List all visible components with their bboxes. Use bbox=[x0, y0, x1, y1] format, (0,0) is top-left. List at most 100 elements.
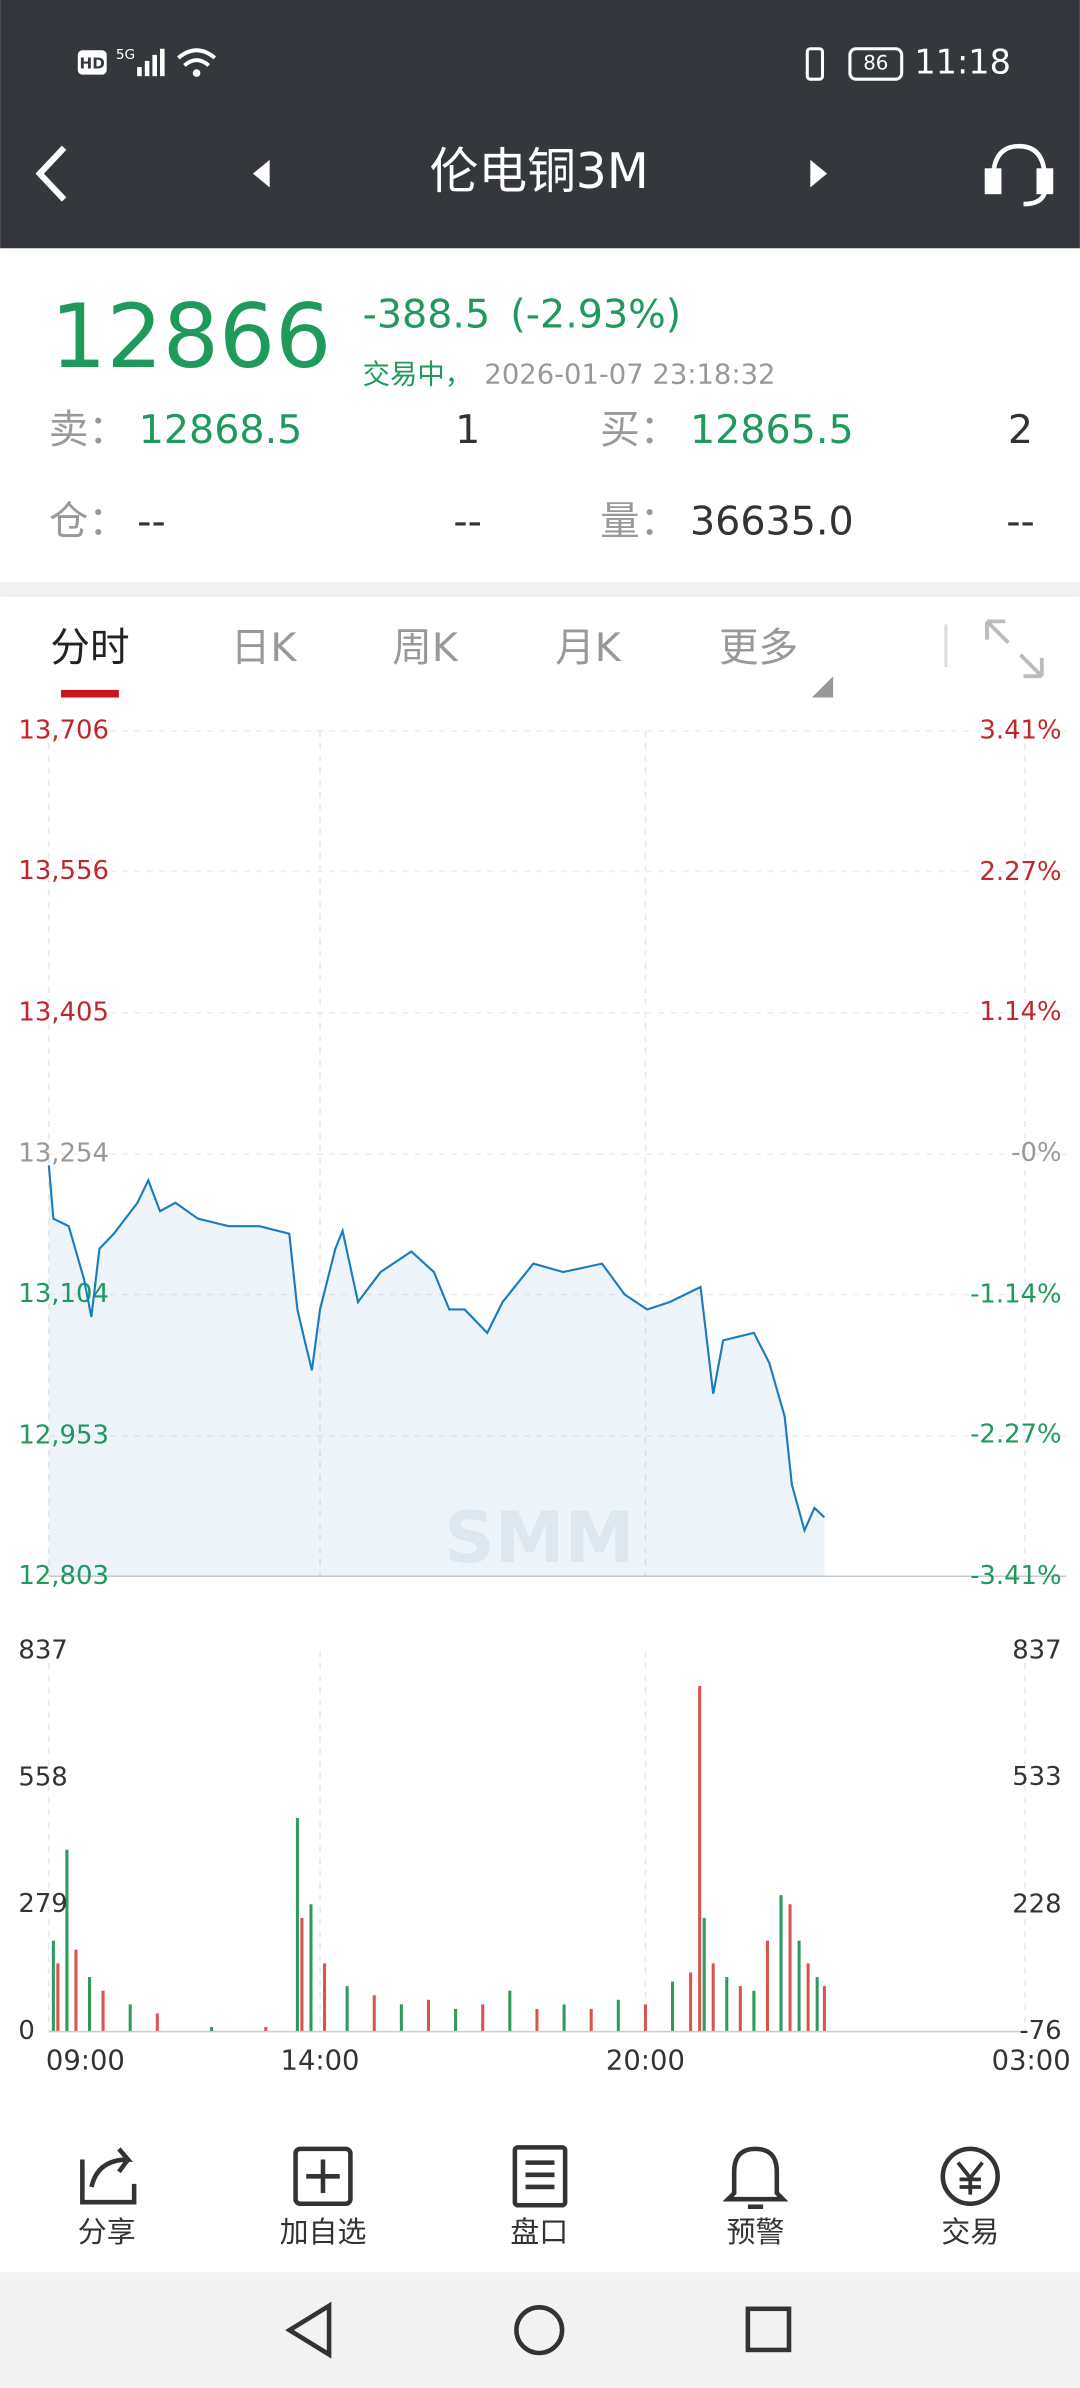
tab[interactable]: 日K bbox=[231, 625, 298, 671]
volume-y2-tick-label: -76 bbox=[1019, 2016, 1061, 2046]
volume-bar bbox=[210, 2027, 214, 2032]
volume-bar bbox=[806, 1963, 810, 2032]
tab[interactable]: 更多 bbox=[719, 625, 798, 671]
volume-bar bbox=[671, 1981, 675, 2032]
volume-bar bbox=[779, 1895, 783, 2032]
volume-bar bbox=[822, 1986, 826, 2032]
x-tick-label: 03:00 bbox=[992, 2046, 1071, 2077]
volume-bar bbox=[689, 1972, 693, 2032]
volume-y2-tick-label: 228 bbox=[1012, 1889, 1061, 1919]
back-button[interactable] bbox=[35, 145, 67, 202]
price-line bbox=[47, 1165, 826, 1534]
next-button[interactable] bbox=[810, 159, 828, 188]
network-label: 5G bbox=[116, 47, 135, 63]
volume-bar bbox=[74, 1949, 78, 2032]
hd-box bbox=[77, 50, 107, 75]
last-price: 12866 bbox=[50, 285, 331, 388]
volume-bar bbox=[87, 1977, 92, 2032]
volume-bar bbox=[101, 1990, 105, 2032]
volume-bar bbox=[643, 2004, 647, 2032]
volume-bar bbox=[300, 1917, 304, 2032]
volume-bar bbox=[481, 2004, 485, 2032]
position-change: -- bbox=[453, 498, 482, 544]
x-tick-label: 20:00 bbox=[606, 2046, 685, 2077]
tab[interactable]: 分时 bbox=[50, 625, 129, 671]
toolbar-label[interactable]: 分享 bbox=[78, 2215, 136, 2249]
volume-bar bbox=[128, 2004, 132, 2032]
volume-bar bbox=[725, 1977, 729, 2032]
y2-tick-label: -0% bbox=[1011, 1138, 1061, 1168]
tab[interactable]: 月K bbox=[555, 625, 622, 671]
share-icon[interactable] bbox=[80, 2147, 137, 2205]
y2-tick-label: -1.14% bbox=[970, 1279, 1062, 1309]
alert-icon[interactable] bbox=[722, 2146, 789, 2210]
x-tick-label: 09:00 bbox=[46, 2046, 125, 2077]
position: -- bbox=[137, 498, 166, 544]
volume-bar bbox=[454, 2008, 458, 2032]
sell-qty: 1 bbox=[455, 407, 480, 453]
y2-tick-label: 2.27% bbox=[979, 857, 1061, 887]
volume-bar bbox=[345, 1986, 349, 2032]
volume: 36635.0 bbox=[690, 498, 854, 544]
nav-home[interactable] bbox=[514, 2304, 565, 2356]
volume-tick-label: 837 bbox=[18, 1635, 67, 1665]
add-icon[interactable] bbox=[293, 2146, 353, 2207]
volume-bar bbox=[535, 2008, 539, 2032]
change-pct: (-2.93%) bbox=[510, 291, 681, 337]
tab[interactable]: 周K bbox=[392, 625, 459, 671]
volume-bar bbox=[295, 1817, 299, 2032]
y2-tick-label: 1.14% bbox=[979, 997, 1061, 1027]
volume-y2-tick-label: 533 bbox=[1012, 1762, 1061, 1792]
volume-bar bbox=[372, 1995, 376, 2032]
buy-price: 12865.5 bbox=[690, 407, 854, 453]
volume-tick-label: 558 bbox=[18, 1762, 67, 1792]
toolbar bbox=[80, 2145, 1000, 2210]
y-tick-label: 13,254 bbox=[18, 1139, 109, 1169]
volume-label: 量： bbox=[600, 498, 679, 544]
toolbar-label[interactable]: 预警 bbox=[727, 2215, 785, 2249]
volume-bar bbox=[51, 1940, 55, 2032]
price-area bbox=[48, 1165, 825, 1577]
volume-bar bbox=[562, 2004, 566, 2032]
volume-bar bbox=[65, 1849, 69, 2032]
toolbar-label[interactable]: 盘口 bbox=[510, 2215, 568, 2249]
y-tick-label: 13,706 bbox=[18, 716, 109, 746]
volume-bar bbox=[698, 1685, 702, 2032]
fullscreen-button[interactable] bbox=[985, 619, 1044, 679]
nav-back[interactable] bbox=[285, 2301, 332, 2359]
orderbook-icon[interactable] bbox=[512, 2145, 568, 2208]
change: -388.5 bbox=[363, 291, 491, 337]
tab-indicator bbox=[61, 689, 119, 698]
volume-tick-label: 279 bbox=[18, 1889, 67, 1919]
position-label: 仓： bbox=[49, 498, 128, 544]
volume-bar bbox=[616, 1999, 620, 2032]
hd-label: HD bbox=[80, 54, 105, 72]
chart: SMM 09:00 14:00 20:00 03:00 13,706 13,556 13,40… bbox=[18, 716, 1070, 2077]
volume-bar bbox=[155, 2013, 159, 2032]
volume-bar bbox=[589, 2008, 593, 2032]
header-bg bbox=[0, 0, 1080, 249]
wifi bbox=[177, 48, 217, 67]
nav-recent[interactable] bbox=[745, 2306, 792, 2353]
vibrate bbox=[805, 47, 825, 81]
volume-bar bbox=[738, 1986, 742, 2032]
volume-bar bbox=[323, 1963, 327, 2032]
more-triangle bbox=[811, 676, 834, 698]
timestamp: 2026-01-07 23:18:32 bbox=[484, 360, 775, 391]
toolbar-label[interactable]: 加自选 bbox=[280, 2215, 367, 2249]
trade-icon[interactable] bbox=[940, 2146, 1000, 2207]
prev-button[interactable] bbox=[252, 159, 270, 188]
y-tick-label: 13,405 bbox=[18, 997, 109, 1027]
wifi-dot bbox=[192, 69, 201, 77]
y-tick-label: 13,556 bbox=[18, 856, 109, 886]
volume-bar bbox=[815, 1977, 819, 2032]
y2-tick-label: -2.27% bbox=[970, 1419, 1062, 1449]
signal bbox=[137, 48, 165, 77]
toolbar-label[interactable]: 交易 bbox=[941, 2215, 999, 2249]
sell-price: 12868.5 bbox=[139, 407, 303, 453]
service-button[interactable] bbox=[984, 143, 1054, 207]
title: 伦电铜3M bbox=[430, 144, 649, 200]
y2-tick-label: 3.41% bbox=[979, 716, 1061, 746]
